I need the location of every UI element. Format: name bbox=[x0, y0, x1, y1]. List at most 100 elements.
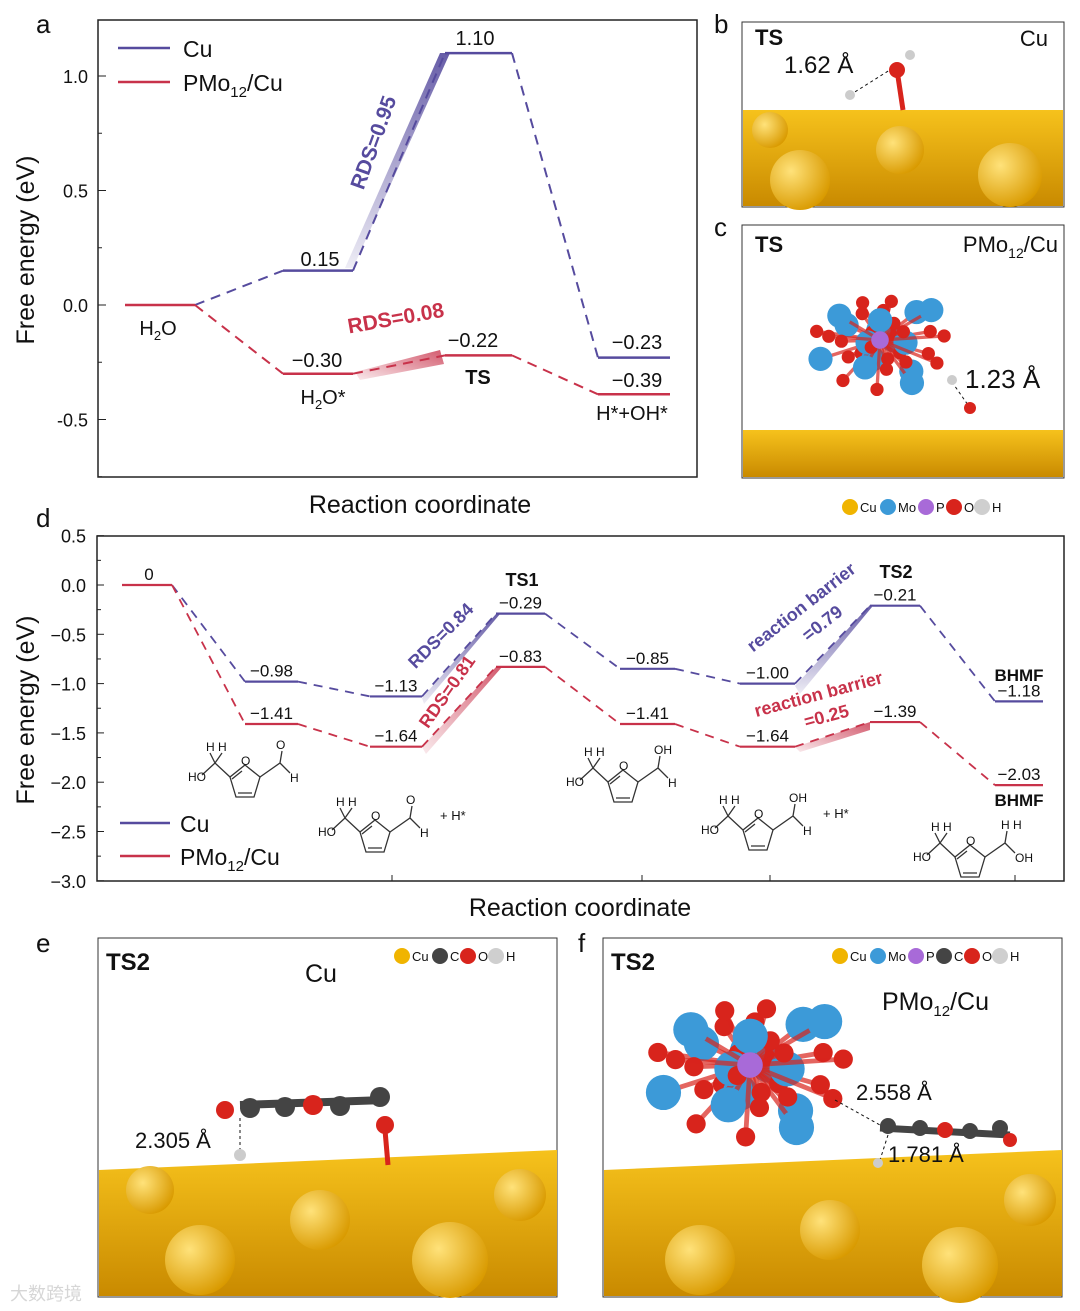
y-tick-label: -0.5 bbox=[57, 411, 88, 431]
atom-legend-e: Cu C O H bbox=[394, 948, 515, 964]
atom-legend-label: O bbox=[982, 949, 992, 964]
o-atom bbox=[879, 362, 894, 376]
y-tick-label: −1.5 bbox=[50, 724, 86, 744]
y-tick-label: −2.5 bbox=[50, 823, 86, 843]
pmo-rds-annotation: RDS=0.08 bbox=[346, 299, 446, 339]
ring-oxygen: O bbox=[241, 754, 250, 768]
energy-connector bbox=[919, 605, 996, 702]
atom-legend-swatch bbox=[880, 499, 896, 515]
structure-f-distance-2: 1.781 Å bbox=[888, 1142, 964, 1167]
atom-legend-swatch bbox=[974, 499, 990, 515]
plot-d-level-labels: 0 −0.98 −1.13 −0.29 −0.85 −1.00 −0.21 −1.18 −1.4… bbox=[144, 565, 1040, 784]
atom-legend-label: H bbox=[506, 949, 515, 964]
h-label: H H bbox=[719, 793, 740, 807]
energy-connector bbox=[297, 723, 371, 748]
o-atom bbox=[923, 324, 937, 339]
o-atom bbox=[715, 1001, 735, 1021]
atom-legend-label: Cu bbox=[860, 500, 877, 515]
o-atom bbox=[694, 1080, 714, 1100]
level-label: −1.64 bbox=[746, 727, 789, 746]
furan-ring bbox=[954, 844, 986, 878]
mo-atom bbox=[827, 303, 852, 328]
o-atom bbox=[823, 1088, 843, 1109]
o-atom bbox=[665, 1050, 686, 1070]
level-label: 0.15 bbox=[301, 249, 340, 271]
level-label: −1.41 bbox=[626, 704, 669, 723]
plot-a-xlabel: Reaction coordinate bbox=[309, 491, 531, 519]
furan-ring bbox=[229, 764, 261, 798]
structure-e-catalyst: Cu bbox=[305, 960, 337, 988]
atom-legend-swatch bbox=[992, 948, 1008, 964]
level-label: 0 bbox=[144, 565, 153, 584]
atom-legend-swatch bbox=[842, 499, 858, 515]
furan-ring bbox=[742, 817, 774, 851]
o-atom bbox=[937, 329, 951, 343]
atom-legend-label: Cu bbox=[850, 949, 867, 964]
state-bhmf-pmo: BHMF bbox=[994, 791, 1043, 810]
panel-letter-c: c bbox=[714, 212, 727, 242]
left-group: HO bbox=[701, 823, 719, 837]
y-tick-label: 0.0 bbox=[61, 576, 86, 596]
atom-legend-swatch bbox=[488, 948, 504, 964]
o-atom bbox=[856, 296, 870, 310]
bonds bbox=[331, 805, 421, 833]
level-label: −0.29 bbox=[499, 594, 542, 613]
ring-oxygen: O bbox=[619, 759, 628, 773]
h-label: H H bbox=[336, 795, 357, 809]
atom-legend-swatch bbox=[394, 948, 410, 964]
state-ts1: TS1 bbox=[505, 570, 538, 590]
right-group: H bbox=[668, 776, 677, 790]
mo-atom bbox=[808, 346, 833, 371]
level-label: −1.13 bbox=[374, 676, 417, 695]
h-label: H H bbox=[206, 740, 227, 754]
mo-atom bbox=[645, 1074, 682, 1111]
o-atom bbox=[749, 1097, 770, 1118]
ring-oxygen: O bbox=[754, 807, 763, 821]
energy-connector bbox=[421, 666, 497, 748]
structure-c-distance: 1.23 Å bbox=[965, 364, 1041, 394]
bonds bbox=[579, 755, 669, 783]
bonds bbox=[926, 830, 1016, 858]
level-label: −1.00 bbox=[746, 664, 789, 683]
structure-f bbox=[602, 937, 1063, 1303]
top-group: O bbox=[276, 738, 285, 752]
atom-legend-label: C bbox=[954, 949, 963, 964]
energy-connector bbox=[194, 269, 284, 306]
o-atom bbox=[813, 1043, 833, 1063]
right-group: OH bbox=[1015, 851, 1033, 865]
level-label: −2.03 bbox=[997, 765, 1040, 784]
o-atom bbox=[686, 1114, 706, 1134]
structure-e bbox=[97, 937, 558, 1298]
right-group: H bbox=[290, 771, 299, 785]
energy-connector bbox=[544, 612, 621, 670]
energy-connector bbox=[171, 584, 246, 725]
energy-connector bbox=[511, 52, 599, 358]
structure-b bbox=[741, 21, 1065, 210]
furan-ring bbox=[359, 819, 391, 853]
plot-d-ylabel: Free energy (eV) bbox=[12, 616, 40, 805]
legend-pmo-label: PMo12/Cu bbox=[180, 844, 280, 875]
atom-legend-label: C bbox=[450, 949, 459, 964]
energy-connector bbox=[297, 680, 371, 698]
panel-letter-f: f bbox=[578, 928, 586, 958]
bonds bbox=[201, 750, 291, 778]
legend-pmo-label: PMo12/Cu bbox=[183, 70, 283, 101]
atom-legend-swatch bbox=[946, 499, 962, 515]
pmo-barrier-band bbox=[795, 722, 870, 752]
level-label: 1.10 bbox=[456, 28, 495, 50]
atom-legend-swatch bbox=[870, 948, 886, 964]
atom-legend-label: Cu bbox=[412, 949, 429, 964]
top-group: O bbox=[406, 793, 415, 807]
energy-connector bbox=[421, 612, 497, 698]
level-label: −0.21 bbox=[873, 586, 916, 605]
o-atom bbox=[884, 294, 898, 308]
plot-a-y-ticks: 1.0 0.5 0.0 -0.5 bbox=[57, 67, 106, 478]
right-group: H bbox=[420, 826, 429, 840]
plot-a-levels bbox=[125, 51, 670, 396]
atom-legend-swatch bbox=[964, 948, 980, 964]
mo-atom bbox=[710, 1087, 746, 1123]
molecule: H H HO O H H OH bbox=[913, 818, 1033, 878]
level-label: −1.18 bbox=[997, 681, 1040, 700]
cu-rds-band-d bbox=[422, 614, 500, 704]
